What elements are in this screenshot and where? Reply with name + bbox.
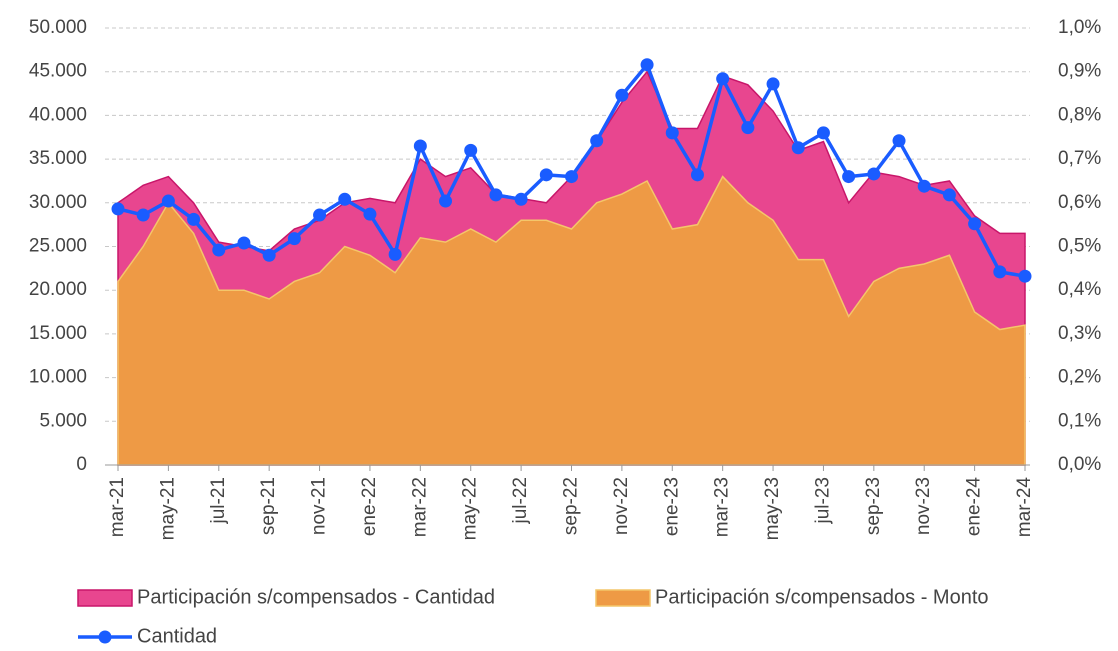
x-tick-label: mar-24 <box>1014 477 1035 538</box>
marker <box>363 207 377 221</box>
x-tick-label: may-22 <box>460 477 481 540</box>
x-tick-label: may-21 <box>157 477 178 540</box>
marker <box>968 217 982 231</box>
legend-label: Participación s/compensados - Monto <box>655 586 989 608</box>
y-tick-label: 30.000 <box>29 192 87 213</box>
x-tick-label: jul-22 <box>510 477 531 524</box>
y2-tick-label: 0,4% <box>1058 279 1101 300</box>
y-tick-label: 10.000 <box>29 367 87 388</box>
marker <box>262 248 276 262</box>
x-tick-label: mar-22 <box>409 477 430 537</box>
x-tick-label: sep-23 <box>863 477 884 535</box>
y-tick-label: 50.000 <box>29 17 87 38</box>
marker <box>615 88 629 102</box>
marker <box>313 208 327 222</box>
x-tick-label: nov-23 <box>913 477 934 535</box>
x-tick-label: ene-24 <box>964 477 985 537</box>
y2-tick-label: 1,0% <box>1058 17 1101 38</box>
x-tick-label: may-23 <box>762 477 783 540</box>
y2-tick-label: 0,8% <box>1058 104 1101 125</box>
legend-label: Participación s/compensados - Cantidad <box>137 586 495 608</box>
marker <box>690 168 704 182</box>
y-tick-label: 40.000 <box>29 104 87 125</box>
y2-tick-label: 0,9% <box>1058 61 1101 82</box>
marker <box>665 126 679 140</box>
marker <box>565 170 578 184</box>
y-tick-label: 20.000 <box>29 279 87 300</box>
y2-tick-label: 0,0% <box>1058 454 1101 475</box>
x-tick-label: nov-21 <box>309 477 330 535</box>
y2-tick-label: 0,3% <box>1058 323 1101 344</box>
marker <box>993 265 1007 279</box>
marker <box>791 141 805 155</box>
marker <box>514 192 528 206</box>
marker <box>439 194 453 208</box>
legend-label: Cantidad <box>137 625 217 647</box>
y-tick-label: 5.000 <box>39 410 87 431</box>
x-tick-label: jul-23 <box>812 477 833 524</box>
x-tick-label: ene-22 <box>359 477 380 536</box>
marker <box>136 208 150 222</box>
y2-tick-label: 0,5% <box>1058 236 1101 257</box>
area <box>117 175 1026 466</box>
legend: Participación s/compensados - Cantidad Pa… <box>77 586 989 647</box>
legend-swatch <box>595 589 651 607</box>
marker <box>816 126 830 140</box>
marker <box>413 139 427 153</box>
x-tick-label: sep-21 <box>258 477 279 535</box>
y-tick-label: 25.000 <box>29 236 87 257</box>
marker <box>917 179 931 193</box>
marker <box>237 236 251 250</box>
x-tick-label: jul-21 <box>208 477 229 524</box>
marker <box>287 232 301 246</box>
marker <box>842 170 856 184</box>
y-tick-label: 0 <box>76 454 87 475</box>
y2-tick-label: 0,7% <box>1058 148 1101 169</box>
marker <box>489 188 503 202</box>
marker <box>892 134 906 148</box>
y-tick-label: 35.000 <box>29 148 87 169</box>
y2-tick-label: 0,1% <box>1058 410 1101 431</box>
marker <box>539 168 553 182</box>
marker <box>716 72 730 86</box>
legend-marker <box>98 630 112 644</box>
marker <box>1018 269 1032 283</box>
x-tick-label: sep-22 <box>561 477 582 535</box>
marker <box>111 202 125 216</box>
marker <box>338 192 352 206</box>
marker <box>161 194 175 208</box>
marker <box>464 143 478 157</box>
legend-swatch <box>77 589 133 607</box>
x-tick-label: mar-21 <box>107 477 128 537</box>
marker <box>212 243 226 257</box>
y-tick-label: 15.000 <box>29 323 87 344</box>
marker <box>867 167 881 181</box>
y-tick-label: 45.000 <box>29 61 87 82</box>
marker <box>640 58 654 72</box>
marker <box>741 121 755 135</box>
marker <box>942 188 956 202</box>
x-tick-label: mar-23 <box>712 477 733 537</box>
marker <box>187 212 201 226</box>
marker <box>590 134 604 148</box>
marker <box>766 77 780 91</box>
y2-tick-label: 0,6% <box>1058 192 1101 213</box>
x-tick-label: nov-22 <box>611 477 632 535</box>
y2-tick-label: 0,2% <box>1058 367 1101 388</box>
x-tick-label: ene-23 <box>661 477 682 536</box>
marker <box>388 247 402 261</box>
